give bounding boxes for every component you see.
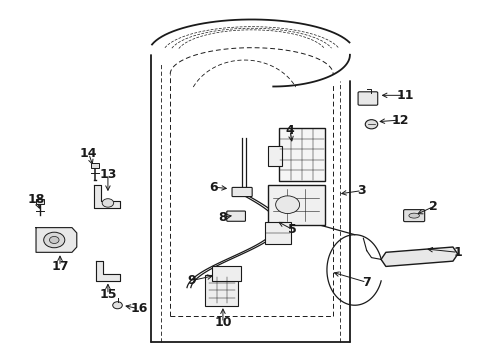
FancyBboxPatch shape (212, 266, 240, 281)
Text: 6: 6 (208, 181, 217, 194)
Text: 7: 7 (362, 276, 370, 289)
FancyBboxPatch shape (279, 128, 324, 181)
Text: 4: 4 (285, 124, 294, 137)
Text: 9: 9 (187, 274, 196, 287)
Polygon shape (36, 228, 77, 252)
FancyBboxPatch shape (267, 185, 324, 225)
FancyBboxPatch shape (267, 146, 282, 166)
Circle shape (102, 199, 113, 207)
Circle shape (49, 237, 59, 243)
FancyBboxPatch shape (232, 188, 252, 197)
Circle shape (43, 232, 64, 248)
Text: 2: 2 (428, 200, 437, 213)
Circle shape (275, 196, 299, 213)
FancyBboxPatch shape (226, 211, 245, 221)
FancyBboxPatch shape (357, 92, 377, 105)
Text: 1: 1 (452, 246, 461, 259)
Text: 10: 10 (214, 316, 231, 329)
Circle shape (112, 302, 122, 309)
Text: 16: 16 (130, 302, 147, 315)
Text: 8: 8 (218, 211, 227, 224)
Text: 11: 11 (395, 89, 413, 102)
Polygon shape (93, 185, 120, 208)
Text: 14: 14 (80, 147, 97, 160)
Text: 5: 5 (287, 223, 296, 236)
Text: 17: 17 (51, 260, 69, 273)
Circle shape (365, 120, 377, 129)
FancyBboxPatch shape (403, 210, 424, 222)
FancyBboxPatch shape (264, 222, 290, 244)
Text: 15: 15 (99, 288, 117, 301)
FancyBboxPatch shape (205, 275, 238, 306)
Text: 13: 13 (99, 168, 116, 181)
Text: 18: 18 (27, 193, 44, 206)
Text: 12: 12 (391, 113, 408, 126)
FancyBboxPatch shape (91, 163, 99, 168)
Polygon shape (380, 247, 457, 266)
FancyBboxPatch shape (36, 199, 43, 204)
Ellipse shape (408, 213, 419, 218)
Polygon shape (96, 261, 120, 280)
Text: 3: 3 (357, 184, 366, 197)
